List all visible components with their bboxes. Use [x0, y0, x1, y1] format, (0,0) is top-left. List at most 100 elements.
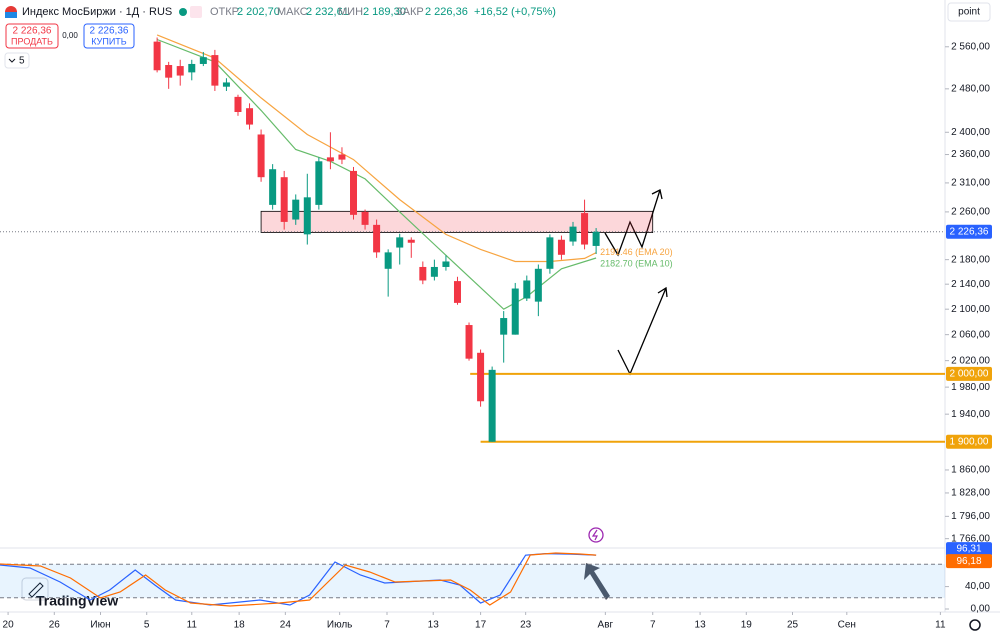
indicators-count: 5 — [19, 56, 25, 67]
candle-body — [500, 318, 508, 335]
candle-body — [326, 157, 334, 162]
spread: 0,00 — [62, 31, 78, 40]
candle-body — [176, 66, 184, 76]
change-value: +16,52 (+0,75%) — [474, 6, 556, 18]
x-tick-label: 24 — [280, 620, 292, 631]
y-tick-label: 2 560,00 — [951, 41, 990, 52]
x-tick-label: 23 — [520, 620, 532, 631]
x-tick-label: 18 — [234, 620, 246, 631]
drawing-tool-button[interactable] — [21, 577, 49, 601]
market-status — [179, 8, 187, 16]
ema-label: 2182.70 (EMA 10) — [600, 258, 673, 268]
candle-body — [534, 268, 542, 302]
x-tick-label: 19 — [741, 620, 753, 631]
sell-label: ПРОДАТЬ — [11, 36, 53, 46]
low-label: МИН — [338, 6, 363, 18]
sell-button[interactable] — [5, 23, 59, 49]
arrow-head — [657, 286, 668, 298]
x-tick-label: 25 — [787, 620, 799, 631]
candle-body — [303, 197, 311, 235]
y-tick-label: 1 980,00 — [951, 382, 990, 393]
y-tick-label: 2 180,00 — [951, 254, 990, 265]
oscillator-value-label-box — [946, 542, 992, 557]
high-label: МАКС — [277, 6, 308, 18]
y-tick-label: 2 260,00 — [951, 207, 990, 218]
arrow-zigzag-up — [604, 189, 661, 257]
y-tick-label: 1 766,00 — [951, 533, 990, 544]
y-tick-label: 0,00 — [971, 604, 991, 615]
x-tick-label: 17 — [475, 620, 487, 631]
candle-body — [188, 63, 196, 73]
candle-body — [453, 281, 461, 303]
close-value: 2 226,36 — [425, 6, 468, 18]
ema-label: 2191.46 (EMA 20) — [600, 247, 673, 257]
candle-body — [246, 108, 254, 125]
event-icon[interactable] — [588, 527, 604, 543]
candle-body — [384, 252, 392, 269]
y-tick-label: 1 940,00 — [951, 409, 990, 420]
candle-body — [153, 41, 161, 71]
candle-body — [396, 237, 404, 248]
candle-body — [361, 211, 369, 225]
candle-body — [465, 325, 473, 359]
candle-body — [269, 169, 277, 205]
zone — [260, 210, 654, 233]
status-badge — [190, 6, 202, 18]
candle-body — [581, 213, 589, 245]
x-tick-label: 11 — [935, 620, 946, 631]
open-label: ОТКР — [210, 6, 239, 18]
scale-mode: point — [958, 7, 980, 18]
candle-body — [234, 96, 242, 113]
x-tick-label: 7 — [650, 620, 656, 631]
x-tick-label: 13 — [695, 620, 707, 631]
settings-icon[interactable] — [969, 619, 981, 631]
candle-body — [199, 57, 207, 64]
y-tick-label: 2 100,00 — [951, 304, 990, 315]
y-tick-label: 2 480,00 — [951, 83, 990, 94]
candle-body — [488, 369, 496, 442]
y-tick-label: 2 360,00 — [951, 149, 990, 160]
y-tick-label: 1 860,00 — [951, 465, 990, 476]
candle-body — [523, 280, 531, 299]
candle-body — [546, 237, 554, 269]
candle-body — [477, 352, 485, 402]
candle-body — [211, 55, 219, 86]
candle-body — [569, 226, 577, 242]
event-icon-bolt — [591, 529, 598, 541]
x-tick-label: Авг — [598, 620, 614, 631]
candle-body — [222, 82, 230, 87]
oscillator-value-label: 96,18 — [956, 556, 981, 567]
symbol-title[interactable]: Индекс МосБиржи · 1Д · RUS — [22, 6, 172, 18]
symbol-logo-flag — [5, 12, 17, 18]
y-tick-label: 2 060,00 — [951, 329, 990, 340]
ema-line — [156, 34, 597, 263]
sell-price: 2 226,36 — [13, 26, 52, 37]
candle-body — [407, 239, 415, 243]
oscillator-line — [0, 552, 597, 606]
y-tick-label: 1 796,00 — [951, 511, 990, 522]
oscillator-line — [0, 552, 597, 607]
scale-mode-button[interactable] — [947, 2, 991, 22]
level-label-box — [946, 434, 992, 449]
y-tick-label: 2 020,00 — [951, 355, 990, 366]
low-value: 2 189,30 — [363, 6, 406, 18]
y-tick-label: 2 400,00 — [951, 127, 990, 138]
arrow-head — [651, 189, 663, 200]
oscillator-value-label: 96,31 — [956, 544, 981, 555]
pencil-icon — [28, 582, 44, 598]
candle-body — [592, 231, 600, 246]
y-tick-label: 2 310,00 — [951, 178, 990, 189]
buy-price: 2 226,36 — [90, 26, 129, 37]
candle-body — [511, 288, 519, 335]
indicators-toggle[interactable] — [4, 52, 30, 69]
buy-button[interactable] — [83, 23, 135, 49]
x-tick-label: 11 — [187, 620, 198, 631]
candle-body — [350, 170, 358, 215]
x-tick-label: 5 — [144, 620, 150, 631]
candle-body — [292, 199, 300, 220]
level-label: 2 000,00 — [950, 368, 989, 379]
candle-body — [165, 65, 173, 78]
candle-body — [557, 239, 565, 255]
x-tick-label: 13 — [428, 620, 440, 631]
high-value: 2 232,61 — [306, 6, 349, 18]
